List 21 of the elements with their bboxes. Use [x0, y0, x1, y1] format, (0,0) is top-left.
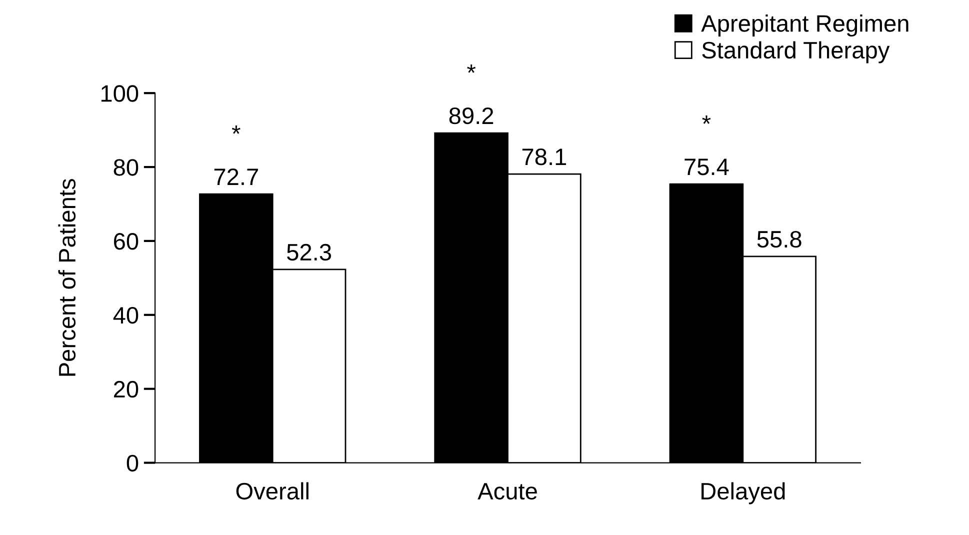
annotation: *	[702, 116, 711, 124]
y-tick-label: 80	[114, 159, 138, 176]
text: *	[467, 64, 476, 73]
legend-label: Standard Therapy	[702, 41, 890, 64]
data-label: 89.2	[449, 107, 494, 124]
y-tick-label: 0	[126, 454, 138, 472]
data-label: 55.8	[757, 230, 802, 248]
y-tick-label: 40	[113, 306, 138, 324]
data-label: 52.3	[287, 244, 331, 261]
legend-label: Aprepitant Regimen	[701, 14, 908, 37]
x-tick-label: Overall	[236, 482, 308, 500]
x-tick-label: Delayed	[702, 482, 785, 504]
y-tick-label: 60	[114, 233, 138, 250]
y-tick-label: 100	[101, 85, 138, 102]
data-label: 78.1	[522, 148, 566, 166]
y-axis-title: Percent of Patients	[58, 179, 76, 376]
data-label: 72.7	[214, 168, 258, 185]
x-tick-label: Acute	[478, 483, 537, 500]
data-label: 75.4	[684, 158, 729, 176]
y-tick-label: 20	[114, 380, 138, 398]
annotation: *	[232, 126, 240, 134]
